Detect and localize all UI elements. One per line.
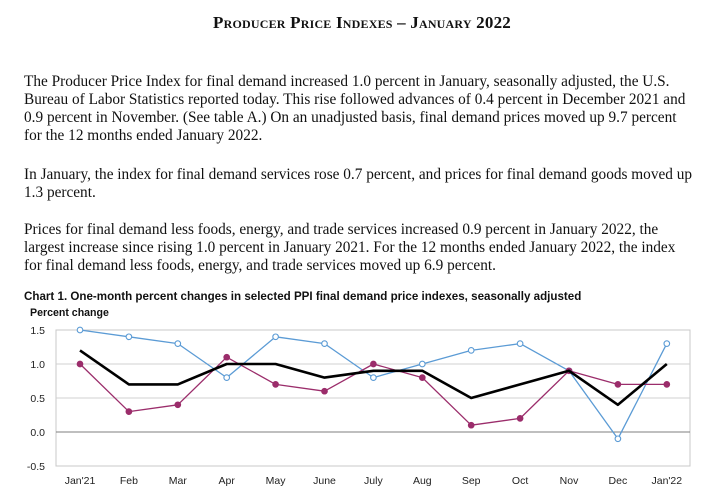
data-point xyxy=(370,360,377,368)
y-tick-label: -0.5 xyxy=(27,461,45,473)
data-point xyxy=(370,374,377,381)
y-tick-label: 1.5 xyxy=(30,325,45,337)
chart-y-axis-label: Percent change xyxy=(30,307,109,319)
data-point xyxy=(467,347,475,354)
x-tick-label: July xyxy=(364,475,383,487)
paragraph-1: The Producer Price Index for final deman… xyxy=(24,73,686,144)
y-tick-label: 0.0 xyxy=(30,427,45,439)
data-point xyxy=(614,435,622,443)
data-point xyxy=(174,340,182,347)
y-tick-label: 1.0 xyxy=(30,359,45,371)
data-point xyxy=(321,340,328,347)
x-tick-label: Oct xyxy=(512,475,528,487)
paragraph-3: Prices for final demand less foods, ener… xyxy=(24,221,676,274)
x-tick-label: Jan'22 xyxy=(651,475,682,487)
data-point xyxy=(565,367,573,375)
data-point xyxy=(321,387,328,395)
data-point xyxy=(614,381,622,388)
data-point xyxy=(76,360,84,368)
data-point xyxy=(223,353,231,361)
x-tick-label: Feb xyxy=(120,475,138,487)
plot-frame xyxy=(55,329,691,467)
series-line-3 xyxy=(79,356,667,426)
data-point xyxy=(418,374,426,381)
chart-title: Chart 1. One-month percent changes in se… xyxy=(24,290,582,303)
x-tick-label: Mar xyxy=(169,475,188,487)
data-point xyxy=(467,421,475,429)
x-tick-label: Jan'21 xyxy=(65,475,96,487)
data-point xyxy=(663,381,671,388)
data-point xyxy=(125,408,133,415)
data-point xyxy=(516,415,524,422)
data-point xyxy=(125,333,133,341)
data-point xyxy=(223,374,231,381)
data-point xyxy=(663,340,671,347)
x-tick-label: Nov xyxy=(560,475,579,487)
data-point xyxy=(174,401,182,409)
data-point xyxy=(565,367,573,375)
x-tick-label: Dec xyxy=(609,475,628,487)
data-point xyxy=(272,381,279,388)
x-tick-label: May xyxy=(266,475,287,487)
series-line-2 xyxy=(79,329,668,440)
data-point xyxy=(516,340,524,347)
x-tick-label: Aug xyxy=(413,475,432,487)
y-tick-label: 0.5 xyxy=(30,393,45,405)
paragraph-2: In January, the index for final demand s… xyxy=(24,166,693,201)
data-point xyxy=(418,360,426,368)
page-title: Producer Price Indexes – January 2022 xyxy=(213,13,511,32)
x-tick-label: June xyxy=(313,475,336,487)
data-point xyxy=(272,333,279,341)
x-tick-label: Apr xyxy=(219,475,236,487)
x-tick-label: Sep xyxy=(462,475,481,487)
data-point xyxy=(76,326,84,334)
series-line-1 xyxy=(79,349,668,407)
